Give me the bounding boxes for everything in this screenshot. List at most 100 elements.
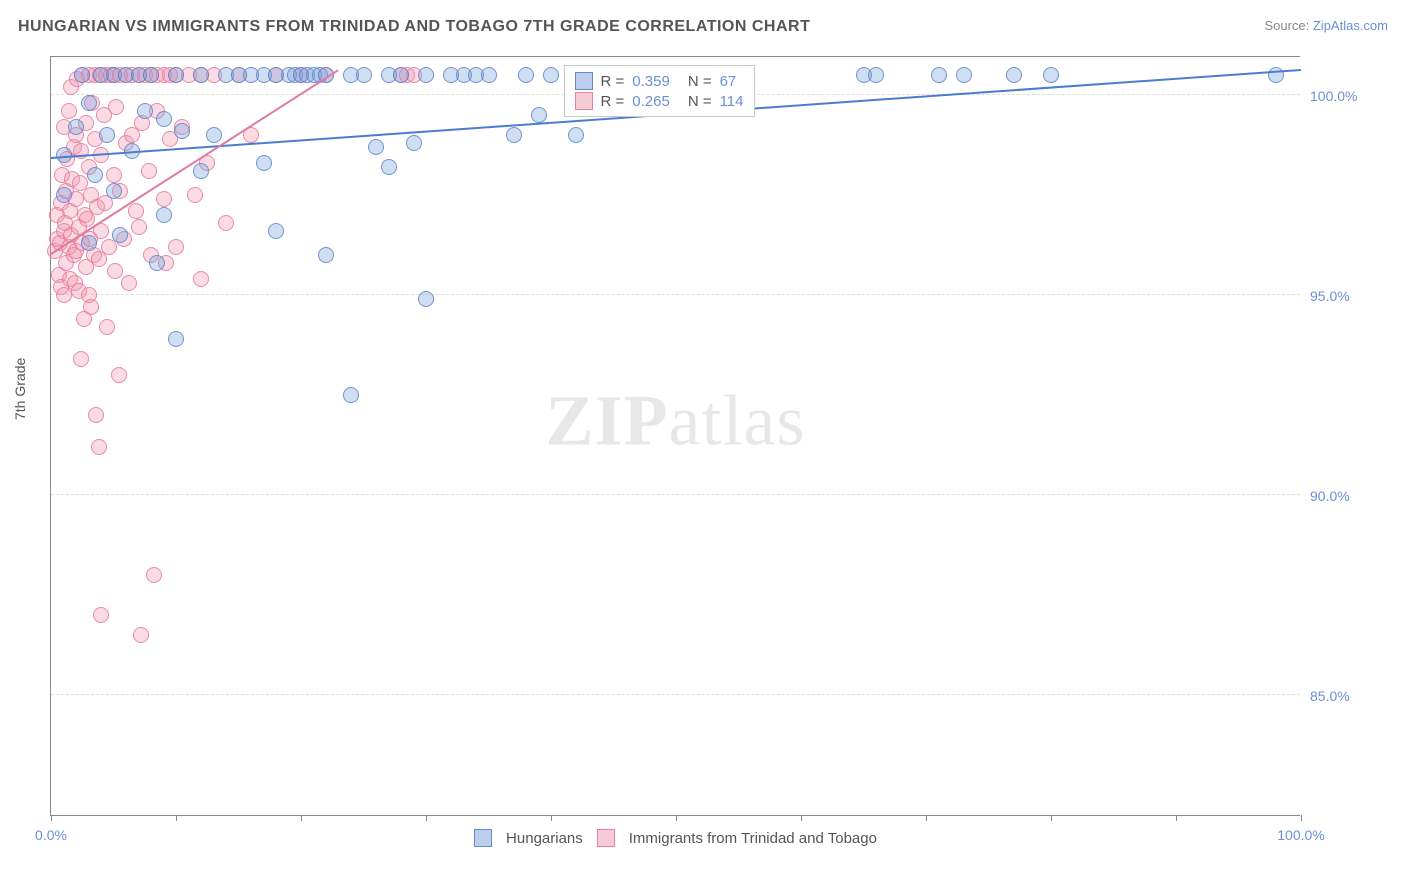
gridline-h	[51, 494, 1300, 495]
y-tick-label: 85.0%	[1310, 688, 1380, 704]
data-point-hungarians	[149, 255, 165, 271]
data-point-hungarians	[81, 95, 97, 111]
x-tick-mark	[176, 815, 177, 821]
legend-swatch-hungarians	[575, 72, 593, 90]
x-tick-mark	[551, 815, 552, 821]
legend-r-label: R =	[601, 73, 625, 90]
legend-swatch-tt	[597, 829, 615, 847]
data-point-hungarians	[543, 67, 559, 83]
data-point-hungarians	[381, 159, 397, 175]
data-point-tt	[187, 187, 203, 203]
legend-bottom: Hungarians Immigrants from Trinidad and T…	[51, 829, 1300, 847]
data-point-hungarians	[1043, 67, 1059, 83]
data-point-tt	[218, 215, 234, 231]
data-point-hungarians	[368, 139, 384, 155]
data-point-tt	[108, 99, 124, 115]
chart-plot-area: ZIPatlas 85.0%90.0%95.0%100.0%0.0%100.0%…	[50, 56, 1300, 816]
data-point-tt	[73, 351, 89, 367]
gridline-h	[51, 694, 1300, 695]
data-point-hungarians	[81, 235, 97, 251]
x-tick-mark	[1301, 815, 1302, 821]
data-point-hungarians	[68, 119, 84, 135]
x-tick-mark	[301, 815, 302, 821]
data-point-hungarians	[74, 67, 90, 83]
data-point-hungarians	[143, 67, 159, 83]
data-point-hungarians	[506, 127, 522, 143]
data-point-hungarians	[931, 67, 947, 83]
data-point-hungarians	[1006, 67, 1022, 83]
data-point-hungarians	[174, 123, 190, 139]
data-point-hungarians	[418, 67, 434, 83]
data-point-hungarians	[356, 67, 372, 83]
data-point-hungarians	[268, 223, 284, 239]
data-point-tt	[141, 163, 157, 179]
data-point-hungarians	[112, 227, 128, 243]
data-point-tt	[128, 203, 144, 219]
data-point-hungarians	[56, 187, 72, 203]
x-tick-mark	[1176, 815, 1177, 821]
y-tick-label: 95.0%	[1310, 288, 1380, 304]
x-tick-mark	[1051, 815, 1052, 821]
data-point-tt	[91, 439, 107, 455]
data-point-hungarians	[168, 331, 184, 347]
chart-title: HUNGARIAN VS IMMIGRANTS FROM TRINIDAD AN…	[18, 18, 810, 35]
data-point-hungarians	[99, 127, 115, 143]
data-point-hungarians	[406, 135, 422, 151]
data-point-tt	[131, 219, 147, 235]
data-point-hungarians	[418, 291, 434, 307]
legend-r-value: 0.265	[632, 93, 670, 110]
legend-r-label: R =	[601, 93, 625, 110]
data-point-tt	[106, 167, 122, 183]
data-point-tt	[193, 271, 209, 287]
data-point-hungarians	[156, 111, 172, 127]
data-point-hungarians	[256, 155, 272, 171]
x-tick-mark	[426, 815, 427, 821]
chart-header: HUNGARIAN VS IMMIGRANTS FROM TRINIDAD AN…	[18, 18, 1388, 48]
data-point-hungarians	[868, 67, 884, 83]
data-point-tt	[146, 567, 162, 583]
data-point-hungarians	[193, 67, 209, 83]
data-point-hungarians	[481, 67, 497, 83]
legend-n-value: 114	[720, 93, 744, 110]
data-point-hungarians	[106, 183, 122, 199]
data-point-tt	[121, 275, 137, 291]
data-point-tt	[93, 607, 109, 623]
data-point-hungarians	[956, 67, 972, 83]
data-point-hungarians	[206, 127, 222, 143]
source-link[interactable]: ZipAtlas.com	[1313, 18, 1388, 33]
legend-n-value: 67	[720, 73, 737, 90]
legend-stats: R = 0.359 N = 67 R = 0.265 N = 114	[564, 65, 755, 117]
legend-label-tt: Immigrants from Trinidad and Tobago	[629, 830, 877, 847]
data-point-hungarians	[518, 67, 534, 83]
legend-stats-row-hungarians: R = 0.359 N = 67	[575, 72, 744, 90]
x-tick-mark	[51, 815, 52, 821]
y-axis-label: 7th Grade	[12, 358, 28, 420]
y-tick-label: 90.0%	[1310, 488, 1380, 504]
data-point-hungarians	[393, 67, 409, 83]
legend-stats-row-tt: R = 0.265 N = 114	[575, 92, 744, 110]
data-point-hungarians	[156, 207, 172, 223]
data-point-tt	[88, 407, 104, 423]
data-point-hungarians	[168, 67, 184, 83]
data-point-hungarians	[568, 127, 584, 143]
data-point-tt	[99, 319, 115, 335]
source-credit: Source: ZipAtlas.com	[1264, 18, 1388, 33]
data-point-tt	[111, 367, 127, 383]
data-point-hungarians	[531, 107, 547, 123]
data-point-hungarians	[318, 247, 334, 263]
legend-n-label: N =	[688, 73, 712, 90]
data-point-tt	[156, 191, 172, 207]
y-tick-label: 100.0%	[1310, 88, 1380, 104]
x-tick-mark	[926, 815, 927, 821]
legend-r-value: 0.359	[632, 73, 670, 90]
legend-n-label: N =	[688, 93, 712, 110]
legend-swatch-tt	[575, 92, 593, 110]
x-tick-mark	[801, 815, 802, 821]
data-point-hungarians	[193, 163, 209, 179]
watermark: ZIPatlas	[546, 379, 806, 462]
legend-swatch-hungarians	[474, 829, 492, 847]
legend-label-hungarians: Hungarians	[506, 830, 583, 847]
data-point-hungarians	[137, 103, 153, 119]
data-point-hungarians	[343, 387, 359, 403]
gridline-h	[51, 294, 1300, 295]
